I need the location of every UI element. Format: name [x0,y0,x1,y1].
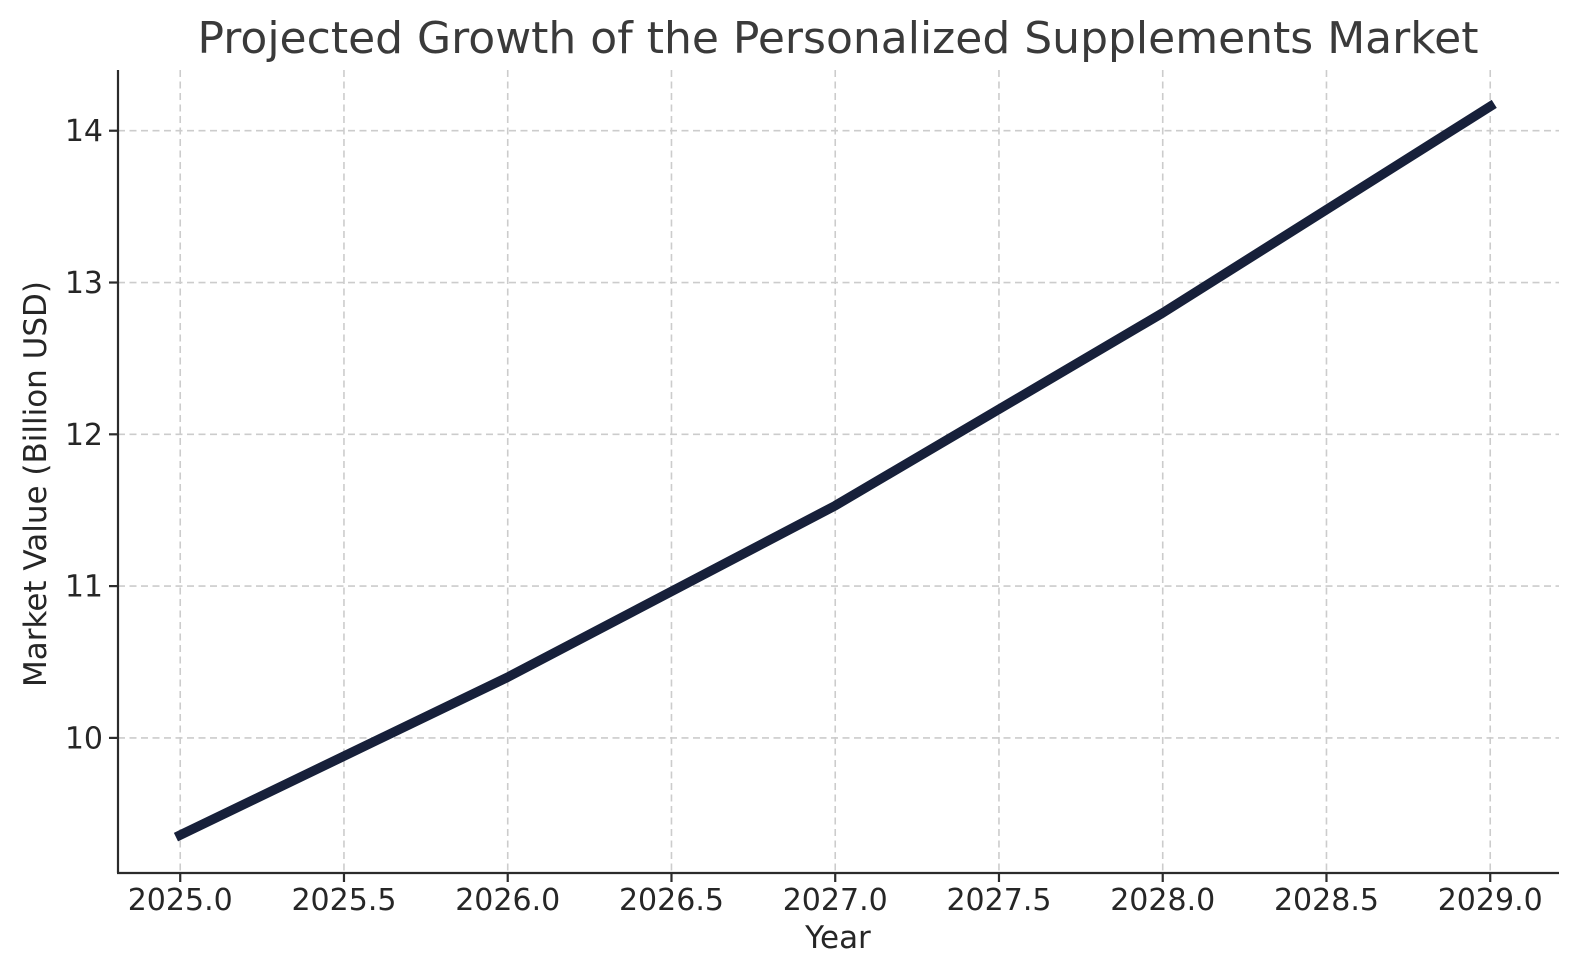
y-tick-label: 12 [65,418,103,453]
x-tick-label: 2025.5 [291,883,396,918]
x-tick-label: 2028.0 [1110,883,1215,918]
y-tick-label: 14 [65,114,103,149]
tick-layer: 2025.0 2025.5 2026.0 2026.5 2027.0 2027.5 2028… [65,114,1543,918]
x-tick-label: 2027.5 [946,883,1051,918]
x-tick-label: 2026.0 [455,883,560,918]
x-tick-label: 2025.0 [128,883,233,918]
x-tick-label: 2026.5 [619,883,724,918]
market-value-line [173,99,1497,842]
y-tick-label: 13 [65,266,103,301]
grid-layer [118,70,1559,873]
x-tick-label: 2029.0 [1438,883,1543,918]
line-layer [173,99,1497,842]
spine-layer [116,70,1559,875]
x-tick-label: 2028.5 [1274,883,1379,918]
y-tick-label: 10 [65,721,103,756]
x-tick-label: 2027.0 [783,883,888,918]
y-tick-label: 11 [65,570,103,605]
chart-title: Projected Growth of the Personalized Sup… [198,13,1479,64]
x-axis-label: Year [804,920,871,956]
y-axis-label: Market Value (Billion USD) [18,281,54,687]
